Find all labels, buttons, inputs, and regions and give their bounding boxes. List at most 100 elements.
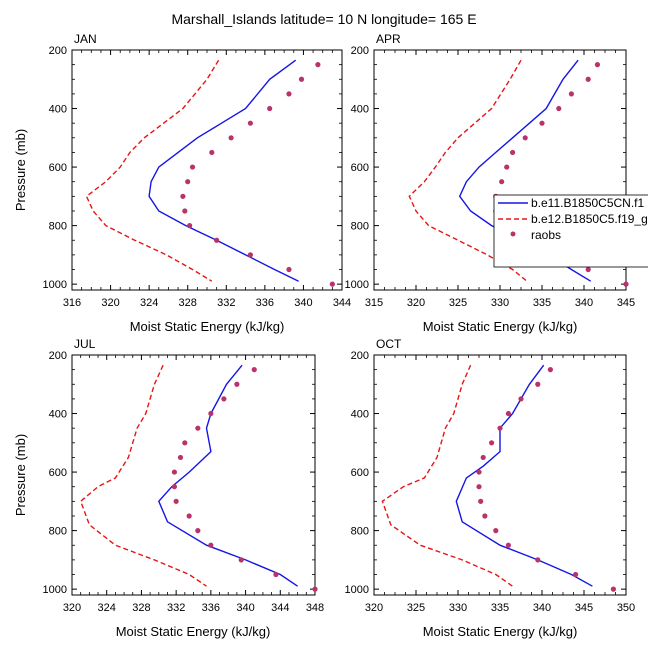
panel-apr-xlabel: Moist Static Energy (kJ/kg)	[423, 319, 578, 334]
legend-label-raobs: raobs	[531, 228, 561, 242]
panel-apr-raobs-point	[585, 76, 591, 82]
panel-jan-raobs-point	[189, 164, 196, 170]
panel-jan-ytick-label: 600	[49, 162, 67, 174]
panel-oct-xtick-label: 340	[533, 602, 551, 614]
panel-oct-ytick-label: 200	[351, 350, 369, 362]
panel-apr-xtick-label: 340	[575, 297, 593, 309]
panel-oct-raobs-point	[476, 469, 482, 475]
panel-jan-raobs-point	[187, 223, 193, 229]
panel-jan-title: JAN	[74, 32, 97, 46]
panel-jan-raobs-point	[286, 266, 292, 273]
panel-jan-ytick-label: 800	[49, 221, 67, 233]
panel-jul-raobs-point	[186, 513, 192, 519]
panel-jan-xlabel: Moist Static Energy (kJ/kg)	[130, 319, 285, 334]
panel-oct-xtick-label: 335	[491, 602, 509, 614]
panel-jan-ytick-label: 400	[49, 104, 67, 116]
panel-jan-raobs-point	[182, 208, 188, 214]
panel-jan-xtick-label: 320	[101, 297, 119, 309]
panel-oct-raobs-point	[505, 410, 511, 417]
panel-oct-raobs-point	[478, 498, 484, 504]
panel-oct-ytick-label: 400	[351, 409, 369, 421]
panel-apr-xtick-label: 320	[407, 297, 425, 309]
panel-apr-raobs-point	[594, 62, 601, 68]
panel-jan-raobs-point	[180, 193, 186, 199]
panel-jul-xtick-label: 320	[63, 602, 81, 614]
panel-jul: JUL Moist Static Energy (kJ/kg) Pressure…	[13, 337, 324, 639]
panel-jan-xtick-label: 332	[217, 297, 235, 309]
legend-marker-raobs	[510, 231, 516, 237]
panel-jul-xtick-label: 348	[306, 602, 324, 614]
panel-jan-series-b-e12-line	[85, 59, 220, 282]
panel-jul-series-b-e12-line	[79, 364, 207, 587]
panel-jul-raobs-point	[171, 484, 178, 490]
panel-apr-raobs-point	[623, 281, 629, 287]
panel-apr-ytick-label: 400	[351, 104, 369, 116]
panel-apr-xtick-label: 330	[491, 297, 509, 309]
panel-jan-raobs-point	[286, 91, 292, 97]
panel-oct-xtick-label: 350	[617, 602, 635, 614]
panel-apr-ytick-label: 1000	[345, 279, 369, 291]
panel-jan-raobs-point	[214, 237, 220, 243]
panel-jan-xtick-label: 340	[294, 297, 312, 309]
panel-jul-xlabel: Moist Static Energy (kJ/kg)	[116, 624, 271, 639]
panel-apr-xtick-label: 345	[617, 297, 635, 309]
panel-oct-series-b-e12-line	[381, 364, 514, 587]
panel-jan-ylabel: Pressure (mb)	[13, 129, 28, 211]
panel-jul-raobs-point	[195, 528, 201, 534]
panel-jul-raobs-point	[273, 571, 279, 578]
panel-oct-frame	[373, 354, 627, 596]
panel-jan-frame	[71, 49, 343, 291]
legend: b.e11.B1850C5CN.f1 b.e12.B1850C5.f19_g r…	[493, 194, 648, 268]
panel-oct-ytick-label: 800	[351, 526, 369, 538]
panel-oct-series-b-e11-line	[455, 364, 593, 587]
panel-oct-raobs-point	[535, 557, 541, 563]
panel-jul-raobs-point	[238, 557, 244, 563]
panel-jul-raobs-point	[221, 396, 227, 402]
panel-oct-raobs-point	[505, 542, 511, 548]
panel-oct-raobs-point	[497, 425, 503, 431]
panel-jul-ytick-label: 600	[49, 467, 67, 479]
panel-jul-ytick-label: 200	[49, 350, 67, 362]
panel-apr-title: APR	[376, 32, 401, 46]
panel-jan-raobs-point	[267, 105, 273, 112]
panel-jul-raobs-point	[312, 586, 318, 592]
panel-jan-raobs-point	[247, 252, 253, 258]
panel-apr-xtick-label: 315	[365, 297, 383, 309]
panel-apr-raobs-point	[568, 91, 575, 97]
panel-oct-raobs-point	[573, 571, 579, 578]
panel-jul-raobs-point	[171, 469, 178, 475]
panel-jul-raobs-point	[208, 542, 214, 548]
panel-apr-ytick-label: 600	[351, 162, 369, 174]
panel-apr-xtick-label: 325	[449, 297, 467, 309]
panel-oct: OCT Moist Static Energy (kJ/kg) 320 325 33…	[345, 337, 636, 639]
panel-jul-raobs-point	[182, 440, 188, 446]
panel-jan-raobs-point	[247, 120, 253, 126]
panel-jul-xtick-label: 328	[132, 602, 150, 614]
panel-jan-ytick-label: 200	[49, 45, 67, 57]
panel-oct-raobs-point	[535, 381, 541, 387]
panel-apr-raobs-point	[509, 149, 516, 156]
panel-oct-raobs-point	[476, 484, 482, 490]
panel-apr: APR Moist Static Energy (kJ/kg) 315 320 32…	[345, 32, 636, 334]
panel-jan-xtick-label: 336	[256, 297, 274, 309]
panel-jul-xtick-label: 340	[236, 602, 254, 614]
panel-jan-xtick-label: 316	[63, 297, 81, 309]
panel-oct-raobs-point	[489, 440, 495, 446]
panel-apr-ytick-label: 200	[351, 45, 369, 57]
panel-jan-raobs-point	[298, 76, 305, 82]
panel-apr-raobs-point	[504, 164, 510, 170]
panel-apr-raobs-point	[522, 135, 528, 141]
panel-jan-raobs-point	[209, 149, 215, 156]
panel-jan-ytick-label: 1000	[43, 279, 67, 291]
panel-oct-raobs-point	[493, 528, 499, 534]
panel-jan-raobs-point	[228, 135, 234, 141]
panel-jul-xtick-label: 332	[167, 602, 185, 614]
panel-oct-raobs-point	[518, 396, 524, 402]
panel-jul-raobs-point	[177, 454, 184, 461]
legend-label-b-e11: b.e11.B1850C5CN.f1	[531, 196, 645, 210]
panel-apr-ytick-label: 800	[351, 221, 369, 233]
panel-jan: JAN Moist Static Energy (kJ/kg) Pressure…	[13, 32, 351, 334]
legend-label-b-e12: b.e12.B1850C5.f19_g	[531, 212, 648, 226]
panel-jul-ylabel: Pressure (mb)	[13, 434, 28, 516]
